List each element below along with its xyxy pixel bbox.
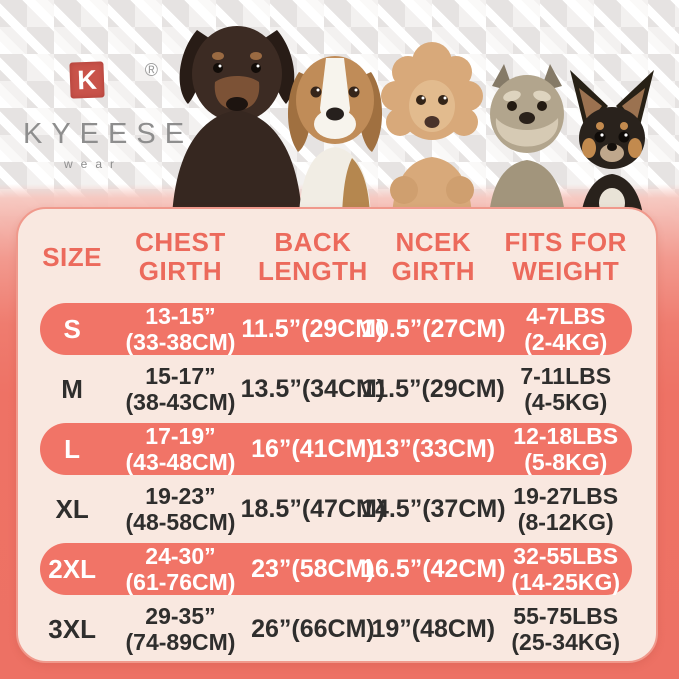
registered-trademark-symbol: ® <box>144 60 158 80</box>
back-length-value: 11.5”(29CM) <box>241 314 385 343</box>
dogs-hero-image <box>172 26 654 216</box>
back-length-value: 23”(58CM) <box>251 554 375 583</box>
weight-value: 4-7LBS (2-4KG) <box>524 303 608 355</box>
weight-value: 55-75LBS (25-34KG) <box>511 603 621 655</box>
brand-subtitle: wear <box>63 157 122 171</box>
back-length-value: 13.5”(34CM) <box>240 374 386 403</box>
brand-logo-top: K ® <box>14 60 164 104</box>
back-length-value: 26”(66CM) <box>251 614 375 643</box>
size-value: L <box>64 433 81 464</box>
header-fits-for-weight: FITS FOR WEIGHT <box>504 227 627 286</box>
neck-girth-value: 10.5”(27CM) <box>361 314 506 343</box>
size-value: XL <box>55 493 89 524</box>
size-value: S <box>63 313 81 344</box>
weight-value: 12-18LBS (5-8KG) <box>513 423 619 475</box>
chest-girth-value: 19-23” (48-58CM) <box>125 483 236 535</box>
back-length-value: 18.5”(47CM) <box>240 494 386 523</box>
table-row-xl: XL 19-23” (48-58CM) 18.5”(47CM) 14.5”(37C… <box>36 479 638 539</box>
table-row-s: S 13-15” (33-38CM) 11.5”(29CM) 10.5”(27CM… <box>36 299 638 359</box>
size-value: 2XL <box>48 553 96 584</box>
chest-girth-value: 15-17” (38-43CM) <box>125 363 236 415</box>
back-length-value: 16”(41CM) <box>251 434 375 463</box>
weight-value: 19-27LBS (8-12KG) <box>513 483 619 535</box>
chest-girth-value: 13-15” (33-38CM) <box>125 303 236 355</box>
table-row-l: L 17-19” (43-48CM) 16”(41CM) 13”(33CM) 12… <box>36 419 638 479</box>
table-row-3xl: 3XL 29-35” (74-89CM) 26”(66CM) 19”(48CM) … <box>36 599 638 659</box>
neck-girth-value: 13”(33CM) <box>371 434 496 463</box>
weight-value: 7-11LBS (4-5KG) <box>520 363 612 415</box>
header-size: SIZE <box>42 241 103 272</box>
dog-chihuahua-image <box>570 70 654 216</box>
header-back-length: BACK LENGTH <box>257 227 368 286</box>
brand-logo: K ® KYEESE wear <box>14 60 194 171</box>
table-row-m: M 15-17” (38-43CM) 13.5”(34CM) 11.5”(29CM… <box>36 359 638 419</box>
chest-girth-value: 17-19” (43-48CM) <box>125 423 236 475</box>
size-value: 3XL <box>48 613 96 644</box>
neck-girth-value: 14.5”(37CM) <box>361 494 506 523</box>
chest-girth-value: 24-30” (61-76CM) <box>125 543 236 595</box>
size-chart-card: SIZE CHEST GIRTH BACK LENGTH NCEK GIRTH FIT… <box>16 207 658 663</box>
chest-girth-value: 29-35” (74-89CM) <box>125 603 236 655</box>
neck-girth-value: 19”(48CM) <box>371 614 496 643</box>
header-chest-girth: CHEST GIRTH <box>135 227 226 286</box>
dog-beagle-image <box>287 56 383 216</box>
table-header-row: SIZE CHEST GIRTH BACK LENGTH NCEK GIRTH FIT… <box>36 209 638 299</box>
header-neck-girth: NCEK GIRTH <box>391 227 475 286</box>
size-value: M <box>61 373 83 404</box>
dog-doberman-image <box>172 26 302 216</box>
dog-poodle-image <box>381 42 483 216</box>
neck-girth-value: 16.5”(42CM) <box>361 554 506 583</box>
weight-value: 32-55LBS (14-25KG) <box>511 543 621 595</box>
dog-schnauzer-image <box>489 64 565 216</box>
brand-mark-icon: K <box>69 61 105 99</box>
neck-girth-value: 11.5”(29CM) <box>361 374 505 403</box>
table-row-2xl: 2XL 24-30” (61-76CM) 23”(58CM) 16.5”(42CM… <box>36 539 638 599</box>
brand-name: KYEESE <box>23 118 194 150</box>
